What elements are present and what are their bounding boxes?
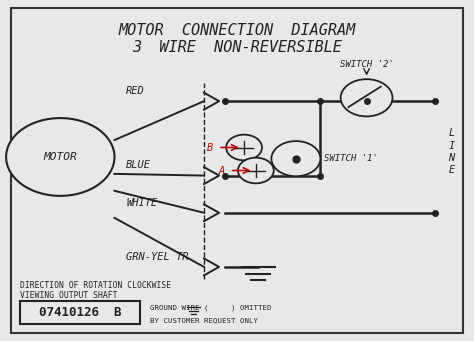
Text: DIRECTION OF ROTATION CLOCKWISE: DIRECTION OF ROTATION CLOCKWISE <box>20 281 172 290</box>
Circle shape <box>272 141 320 176</box>
Text: SWITCH '1': SWITCH '1' <box>324 154 378 163</box>
Text: A: A <box>219 165 225 176</box>
Text: RED: RED <box>126 86 145 96</box>
Text: VIEWING OUTPUT SHAFT: VIEWING OUTPUT SHAFT <box>20 291 118 300</box>
FancyBboxPatch shape <box>11 8 463 333</box>
Text: MOTOR: MOTOR <box>44 152 77 162</box>
Text: BY CUSTOMER REQUEST ONLY: BY CUSTOMER REQUEST ONLY <box>150 317 258 323</box>
Text: 3  WIRE  NON-REVERSIBLE: 3 WIRE NON-REVERSIBLE <box>132 40 342 55</box>
Text: B: B <box>207 143 213 152</box>
Text: MOTOR  CONNECTION  DIAGRAM: MOTOR CONNECTION DIAGRAM <box>118 23 356 38</box>
Circle shape <box>6 118 115 196</box>
Circle shape <box>341 79 392 116</box>
Text: L
I
N
E: L I N E <box>448 128 455 176</box>
Circle shape <box>238 158 274 183</box>
Text: GRN-YEL TR: GRN-YEL TR <box>126 252 189 262</box>
Text: WHITE: WHITE <box>126 198 157 208</box>
Text: BLUE: BLUE <box>126 161 151 170</box>
Circle shape <box>226 135 262 160</box>
Text: SWITCH '2': SWITCH '2' <box>340 60 393 69</box>
Text: GROUND WIRE (     ) OMITTED: GROUND WIRE ( ) OMITTED <box>150 305 271 311</box>
Text: 07410126  B: 07410126 B <box>39 307 122 320</box>
FancyBboxPatch shape <box>20 301 140 324</box>
